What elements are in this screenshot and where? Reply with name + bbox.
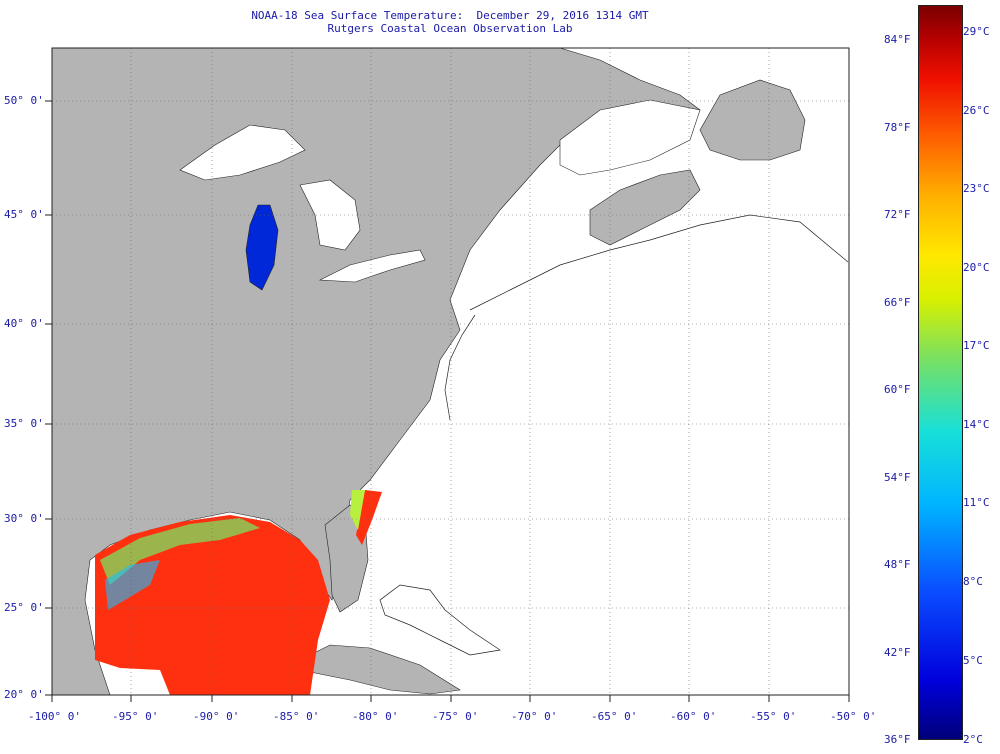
lake-huron — [299, 179, 361, 251]
lon-label: -80° 0' — [352, 710, 399, 723]
shelf-contour — [469, 214, 849, 311]
lon-label: -60° 0' — [670, 710, 717, 723]
celsius-tick: 11°C — [963, 496, 990, 509]
gulf-cool-shelf-2 — [105, 560, 160, 610]
lake-erie-ontario — [318, 249, 426, 283]
celsius-tick: 8°C — [963, 575, 983, 588]
fahrenheit-tick: 72°F — [884, 208, 911, 221]
land-nova-scotia — [589, 169, 701, 246]
fahrenheit-tick: 66°F — [884, 296, 911, 309]
fahrenheit-tick: 54°F — [884, 471, 911, 484]
lon-label: -95° 0' — [112, 710, 159, 723]
sst-color-scale — [918, 5, 963, 740]
lat-label: 30° 0' — [4, 512, 44, 525]
lat-label: 45° 0' — [4, 208, 44, 221]
fahrenheit-tick: 36°F — [884, 733, 911, 746]
celsius-tick: 5°C — [963, 654, 983, 667]
celsius-tick: 29°C — [963, 25, 990, 38]
gulf-mexico-sst — [95, 515, 330, 695]
lake-superior — [179, 124, 306, 181]
lat-label: 25° 0' — [4, 601, 44, 614]
fahrenheit-tick: 48°F — [884, 558, 911, 571]
celsius-tick: 17°C — [963, 339, 990, 352]
gulf-st-lawrence — [559, 99, 701, 176]
lon-label: -90° 0' — [193, 710, 240, 723]
lon-label: -70° 0' — [511, 710, 558, 723]
coastal-cool-sst — [350, 490, 365, 530]
lat-label: 35° 0' — [4, 417, 44, 430]
fahrenheit-tick: 60°F — [884, 383, 911, 396]
celsius-tick: 2°C — [963, 733, 983, 746]
lon-label: -100° 0' — [28, 710, 81, 723]
land-newfoundland — [699, 79, 806, 161]
lon-label: -55° 0' — [750, 710, 797, 723]
lon-label: -50° 0' — [830, 710, 877, 723]
shelf-contour-2 — [444, 314, 476, 421]
lat-label: 20° 0' — [4, 688, 44, 701]
map-title: NOAA-18 Sea Surface Temperature: Decembe… — [251, 9, 649, 22]
gulf-cool-shelf — [100, 518, 260, 585]
celsius-tick: 14°C — [963, 418, 990, 431]
celsius-tick: 23°C — [963, 182, 990, 195]
celsius-tick: 26°C — [963, 104, 990, 117]
lat-label: 50° 0' — [4, 94, 44, 107]
lon-label: -75° 0' — [432, 710, 479, 723]
fahrenheit-tick: 84°F — [884, 33, 911, 46]
lon-label: -85° 0' — [273, 710, 320, 723]
celsius-tick: 20°C — [963, 261, 990, 274]
map-subtitle: Rutgers Coastal Ocean Observation Lab — [327, 22, 573, 35]
land-cuba — [299, 644, 461, 695]
fahrenheit-tick: 42°F — [884, 646, 911, 659]
lake-michigan-sst — [245, 204, 279, 291]
bahamas — [379, 584, 501, 656]
lon-label: -65° 0' — [591, 710, 638, 723]
fahrenheit-tick: 78°F — [884, 121, 911, 134]
lat-label: 40° 0' — [4, 317, 44, 330]
